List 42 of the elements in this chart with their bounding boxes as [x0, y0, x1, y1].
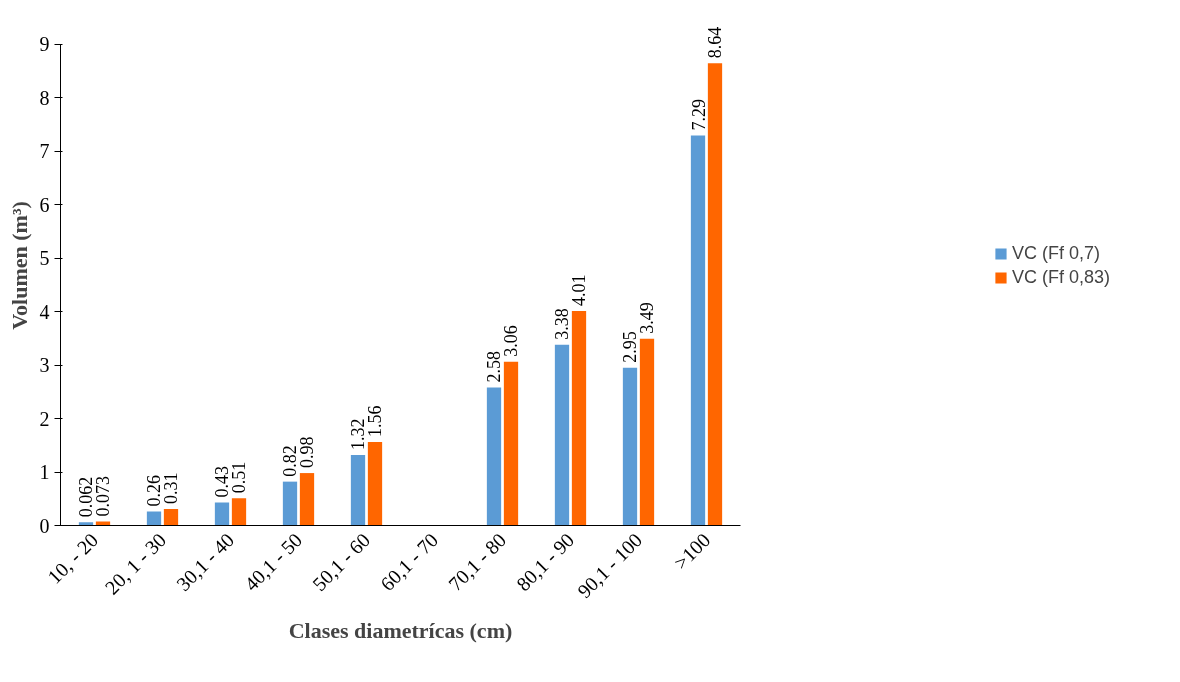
x-tick-label: 50,1 - 60	[308, 528, 375, 595]
bar	[214, 502, 230, 526]
data-label: 7.29	[688, 99, 709, 131]
legend-label: VC (Ff 0,7)	[1011, 242, 1100, 264]
y-tick-label: 5	[39, 247, 50, 270]
bar	[367, 442, 383, 526]
x-tick-label: 20, 1 - 30	[100, 528, 171, 599]
bar	[690, 135, 706, 526]
y-tick-label: 2	[39, 407, 50, 430]
y-tick-label: 1	[39, 461, 50, 483]
x-tick-label: 40,1 - 50	[240, 528, 307, 595]
y-tick-label: 7	[39, 140, 50, 163]
y-axis-title: Volumen (m³)	[6, 201, 32, 330]
x-tick-label: 60,1 - 70	[376, 528, 443, 595]
bar	[554, 344, 570, 526]
data-label: 3.38	[552, 308, 573, 340]
bar	[282, 481, 298, 526]
bar	[231, 498, 247, 526]
y-tick-label: 9	[39, 33, 50, 56]
data-label: 4.01	[569, 274, 590, 306]
x-axis-title: Clases diametrícas (cm)	[288, 617, 513, 643]
x-tick-label: 30,1 - 40	[172, 528, 239, 595]
bar	[571, 310, 587, 526]
legend-label: VC (Ff 0,83)	[1011, 266, 1111, 288]
data-label: 3.49	[637, 302, 658, 334]
y-tick-label: 4	[39, 300, 50, 323]
bar	[707, 63, 723, 526]
bar	[146, 511, 162, 526]
y-tick-label: 0	[39, 514, 50, 537]
bar	[622, 367, 638, 526]
x-tick-label: 70,1 - 80	[444, 528, 511, 595]
y-tick-label: 6	[39, 193, 50, 216]
data-label: 2.95	[620, 331, 641, 363]
bar	[503, 361, 519, 526]
bar	[486, 387, 502, 526]
y-tick-label: 3	[39, 354, 50, 377]
bar	[299, 473, 315, 526]
bar	[350, 454, 366, 526]
bar	[639, 338, 655, 526]
data-label: 8.64	[705, 26, 726, 59]
bar	[163, 508, 179, 526]
y-tick-label: 8	[39, 86, 50, 109]
